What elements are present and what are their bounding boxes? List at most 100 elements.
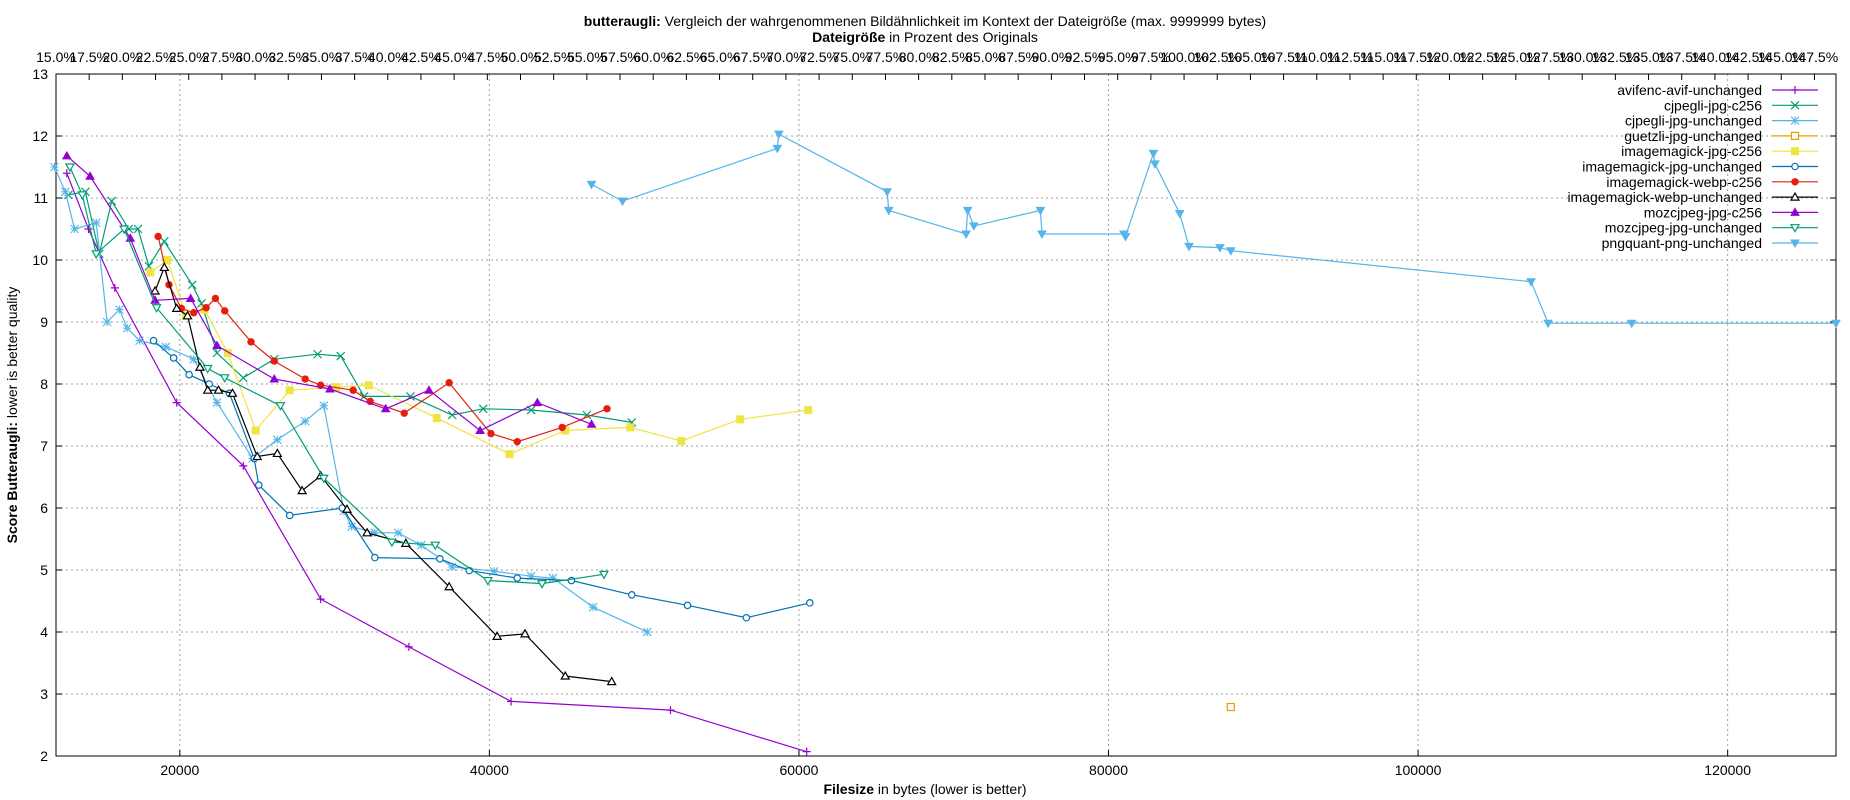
x-tick-label: 80000 (1089, 762, 1128, 778)
data-point (487, 429, 495, 438)
data-point (275, 402, 286, 411)
data-point (50, 162, 59, 172)
data-point (883, 206, 894, 216)
data-point (318, 474, 329, 484)
top-tick-label: 50.0% (501, 49, 541, 65)
data-point (447, 410, 457, 420)
data-point (213, 384, 224, 394)
data-point (115, 305, 124, 314)
top-tick-label: 62.5% (667, 49, 707, 65)
y-tick-label: 9 (40, 314, 48, 330)
data-point (341, 504, 353, 513)
legend-item: imagemagick-webp-c256 (1606, 174, 1818, 190)
data-point (110, 283, 119, 292)
data-point (161, 342, 171, 352)
data-point (370, 528, 380, 538)
legend-label: imagemagick-jpg-unchanged (1582, 159, 1762, 175)
top-tick-label: 37.5% (335, 49, 375, 65)
data-point (135, 336, 144, 345)
data-point (1791, 147, 1799, 156)
data-point (219, 374, 230, 384)
data-point (122, 323, 132, 333)
series-line (154, 265, 612, 683)
data-point (202, 304, 210, 312)
series-mozcjpeg-jpg-unchanged (64, 163, 609, 589)
data-point (154, 232, 162, 241)
data-point (548, 573, 558, 583)
top-axis-label-rest: in Prozent des Originals (885, 29, 1038, 45)
data-point (962, 206, 973, 216)
data-point (380, 403, 391, 413)
data-point (1791, 162, 1799, 171)
data-point (447, 562, 457, 572)
data-point (1225, 247, 1236, 256)
legend-item: mozcjpeg-jpg-unchanged (1605, 220, 1818, 236)
data-point (151, 304, 162, 313)
top-tick-label: 92.5% (1065, 49, 1105, 65)
data-point (586, 180, 597, 190)
data-point (968, 222, 979, 231)
top-tick-label: 52.5% (534, 49, 574, 65)
data-point (505, 450, 514, 459)
series-imagemagick-webp-c256 (154, 232, 611, 446)
data-point (536, 580, 548, 589)
top-tick-label: 40.0% (368, 49, 408, 65)
legend-item: cjpegli-jpg-c256 (1664, 97, 1818, 113)
data-point (802, 747, 811, 756)
y-tick-label: 3 (40, 686, 48, 702)
y-tick-label: 13 (32, 66, 48, 82)
data-point (149, 336, 158, 345)
top-tick-label: 77.5% (866, 49, 906, 65)
data-point (319, 401, 329, 411)
data-point (1789, 224, 1801, 233)
data-point (252, 451, 263, 461)
series-guetzli-jpg-unchanged (1226, 702, 1235, 712)
data-point (526, 571, 536, 581)
data-point (61, 150, 72, 160)
top-tick-label: 17.5% (69, 49, 109, 65)
data-point (212, 348, 222, 358)
y-tick-label: 12 (32, 128, 48, 144)
data-point (285, 386, 294, 395)
data-point (316, 595, 325, 604)
data-point (194, 362, 205, 371)
top-tick-label: 130.0% (1558, 49, 1605, 65)
legend-item: guetzli-jpg-unchanged (1624, 128, 1818, 144)
top-tick-label: 137.5% (1658, 49, 1705, 65)
chart-title-rest: Vergleich der wahrgenommenen Bildähnlich… (661, 13, 1266, 29)
y-tick-label: 2 (40, 748, 48, 764)
data-point (1120, 232, 1131, 242)
data-point (507, 697, 516, 706)
top-tick-label: 100.0% (1160, 49, 1207, 65)
top-tick-label: 95.0% (1098, 49, 1138, 65)
data-point (683, 601, 692, 610)
data-point (202, 384, 213, 394)
data-point (532, 397, 543, 407)
top-tick-label: 70.0% (766, 49, 806, 65)
legend-label: mozcjpeg-jpg-unchanged (1605, 220, 1762, 236)
data-point (227, 388, 238, 397)
data-point (272, 435, 282, 445)
data-point (1791, 178, 1799, 186)
data-point (159, 236, 169, 246)
legend-item: imagemagick-jpg-unchanged (1582, 159, 1818, 175)
data-point (424, 385, 434, 394)
top-tick-label: 30.0% (235, 49, 275, 65)
data-point (182, 310, 193, 320)
data-point (371, 553, 379, 562)
data-point (677, 437, 686, 446)
top-tick-label: 132.5% (1592, 49, 1639, 65)
data-point (187, 280, 197, 290)
data-point (626, 423, 635, 432)
top-tick-label: 47.5% (467, 49, 507, 65)
top-tick-label: 97.5% (1131, 49, 1171, 65)
data-point (349, 386, 357, 394)
legend-label: pngquant-png-unchanged (1602, 235, 1762, 251)
data-point (386, 538, 397, 548)
chart-title: butteraugli: Vergleich der wahrgenommene… (584, 13, 1266, 29)
top-tick-label: 60.0% (633, 49, 673, 65)
x-axis-label-bold: Filesize (823, 781, 874, 797)
legend-item: mozcjpeg-jpg-c256 (1644, 204, 1818, 220)
data-point (588, 602, 598, 612)
data-point (1035, 206, 1046, 216)
